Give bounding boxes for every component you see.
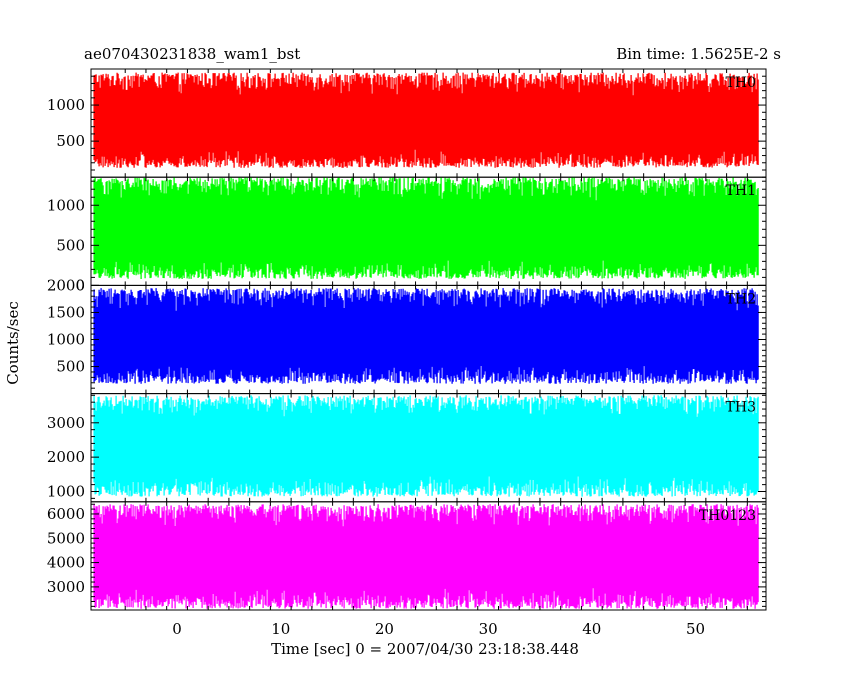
y-tick-label: 2000 [47, 276, 85, 294]
light-curve-th0123 [93, 504, 759, 609]
y-tick-label: 1000 [47, 196, 85, 214]
y-tick-label: 1000 [47, 96, 85, 114]
panel-label-th2: TH2 [726, 291, 756, 307]
light-curve-th1 [93, 177, 759, 279]
chart-title: ae070430231838_wam1_bst [84, 45, 300, 63]
panel-label-th0: TH0 [726, 75, 756, 91]
y-tick-label: 2000 [47, 448, 85, 466]
x-tick-label: 50 [686, 620, 705, 638]
y-tick-label: 500 [56, 132, 85, 150]
y-tick-label: 0 [75, 276, 85, 294]
y-tick-label: 6000 [47, 505, 85, 523]
y-tick-label: 4000 [47, 554, 85, 572]
y-tick-label: 500 [56, 358, 85, 376]
bin-time-label: Bin time: 1.5625E-2 s [616, 45, 781, 63]
light-curve-th3 [93, 395, 759, 497]
panel-label-th1: TH1 [726, 183, 756, 199]
panel-label-th3: TH3 [726, 400, 756, 416]
panels-group: 5001000TH005001000TH1500100015002000TH21… [47, 68, 767, 638]
y-tick-label: 3000 [47, 414, 85, 432]
y-tick-label: 3000 [47, 578, 85, 596]
y-tick-label: 5000 [47, 529, 85, 547]
x-tick-label: 0 [172, 620, 182, 638]
light-curve-th0 [93, 72, 759, 168]
y-tick-label: 1500 [47, 303, 85, 321]
x-tick-label: 20 [375, 620, 394, 638]
x-axis-title: Time [sec] 0 = 2007/04/30 23:18:38.448 [271, 640, 579, 658]
light-curve-th2 [93, 288, 759, 384]
x-tick-label: 40 [582, 620, 601, 638]
y-axis-title: Counts/sec [4, 301, 22, 385]
panel-frame [90, 501, 767, 611]
y-tick-label: 1000 [47, 482, 85, 500]
y-tick-label: 1000 [47, 331, 85, 349]
x-tick-label: 10 [271, 620, 290, 638]
panel-label-th0123: TH0123 [699, 508, 756, 524]
y-tick-label: 500 [56, 236, 85, 254]
x-tick-label: 30 [479, 620, 498, 638]
